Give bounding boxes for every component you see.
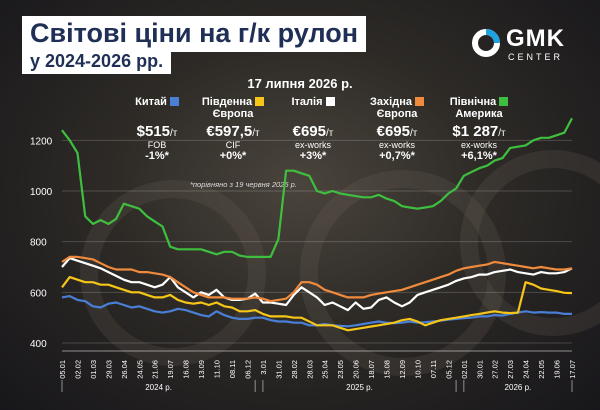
x-tick-label: 24.05 bbox=[135, 360, 144, 379]
legend-change: -1%* bbox=[145, 150, 169, 162]
legend-name-2: Європа bbox=[376, 108, 418, 120]
legend-swatch bbox=[169, 97, 179, 106]
x-tick-label: 3.01 bbox=[259, 360, 268, 375]
x-tick-label: 17.07 bbox=[568, 360, 577, 379]
y-tick-label: 1000 bbox=[30, 187, 53, 198]
x-tick-label: 30.01 bbox=[475, 360, 484, 379]
year-label: 2024 р. bbox=[145, 383, 172, 392]
legend-swatch bbox=[499, 97, 509, 106]
x-tick-label: 19.06 bbox=[553, 360, 562, 379]
x-tick-label: 05.01 bbox=[58, 360, 67, 379]
series-line-Італія bbox=[61, 257, 573, 312]
logo-name: GMK bbox=[506, 25, 565, 52]
legend-unit: /т bbox=[170, 128, 178, 139]
subtitle-box: у 2024-2026 рр. bbox=[22, 50, 172, 74]
x-tick-label: 18.07 bbox=[367, 360, 376, 379]
year-label: 2026 р. bbox=[505, 383, 532, 392]
chart-date: 17 липня 2026 р. bbox=[247, 76, 353, 91]
legend-item-west-europe: Західна Європа €695/т ex-works +0,7%* bbox=[352, 96, 442, 163]
legend-price: €695 bbox=[292, 123, 326, 140]
x-tick-label: 07.11 bbox=[429, 360, 438, 378]
x-tick-label: 27.02 bbox=[491, 360, 500, 379]
chart-subtitle: у 2024-2026 рр. bbox=[30, 51, 164, 71]
legend-name: Південна bbox=[201, 96, 253, 108]
x-tick-label: 20.06 bbox=[352, 360, 361, 379]
legend-swatch bbox=[255, 97, 265, 106]
legend-swatch bbox=[414, 97, 424, 106]
gmk-logo-icon bbox=[472, 29, 500, 57]
x-tick-label: 19.07 bbox=[166, 360, 175, 379]
series-line-Західна Європа bbox=[61, 255, 573, 303]
x-tick-label: 01.03 bbox=[89, 360, 98, 379]
legend-item-south-europe: Південна Європа €597,5/т CIF +0%* bbox=[188, 96, 278, 163]
gmk-logo: GMK CENTER bbox=[470, 25, 580, 65]
logo-sub: CENTER bbox=[508, 52, 564, 62]
y-tick-label: 600 bbox=[30, 288, 47, 299]
legend-name-2: Америка bbox=[455, 108, 503, 120]
x-tick-label: 15.08 bbox=[383, 360, 392, 379]
x-tick-label: 02.01 bbox=[460, 360, 469, 379]
legend-basis: CIF bbox=[225, 140, 241, 150]
legend-change: +0%* bbox=[219, 150, 247, 162]
legend-unit: /т bbox=[252, 128, 260, 139]
x-tick-label: 16.08 bbox=[182, 360, 191, 379]
x-tick-label: 11.10 bbox=[213, 360, 222, 378]
legend-name: Західна bbox=[370, 96, 412, 108]
x-tick-label: 13.09 bbox=[197, 360, 206, 379]
x-tick-label: 25.04 bbox=[321, 360, 330, 379]
x-tick-label: 24.04 bbox=[522, 360, 531, 379]
x-tick-label: 08.11 bbox=[228, 360, 237, 378]
legend-basis: FOB bbox=[147, 140, 167, 150]
series-line-Північна Америка bbox=[61, 117, 573, 258]
x-tick-label: 12.09 bbox=[398, 360, 407, 379]
legend-name: Італія bbox=[291, 96, 323, 108]
x-tick-label: 21.06 bbox=[151, 360, 160, 379]
title-box: Світові ціни на г/к рулон bbox=[22, 16, 367, 52]
legend-unit: /т bbox=[326, 128, 334, 139]
y-tick-label: 1200 bbox=[30, 136, 53, 147]
legend-unit: /т bbox=[410, 128, 418, 139]
chart-title: Світові ціни на г/к рулон bbox=[30, 18, 359, 48]
x-tick-label: 29.03 bbox=[104, 360, 113, 379]
x-tick-label: 10.10 bbox=[413, 360, 422, 379]
y-tick-label: 800 bbox=[30, 238, 47, 249]
x-tick-label: 06.12 bbox=[243, 360, 252, 379]
footnote: *порівняно з 19 червня 2025 р. bbox=[190, 180, 297, 189]
y-tick-label: 400 bbox=[30, 339, 47, 350]
legend-name-2: Європа bbox=[212, 108, 254, 120]
x-tick-label: 28.03 bbox=[305, 360, 314, 379]
x-tick-label: 28.02 bbox=[290, 360, 299, 379]
x-tick-label: 27.03 bbox=[506, 360, 515, 379]
legend-price: €597,5 bbox=[206, 123, 253, 140]
x-tick-label: 26.04 bbox=[120, 360, 129, 379]
legend-item-italy: Італія €695/т ex-works +3%* bbox=[268, 96, 358, 163]
legend-price: $515 bbox=[136, 123, 170, 140]
legend-name: Китай bbox=[135, 96, 167, 108]
legend-swatch bbox=[325, 97, 335, 106]
x-tick-label: 22.05 bbox=[537, 360, 546, 379]
legend-basis: ex-works bbox=[294, 140, 331, 150]
legend-basis: ex-works bbox=[460, 140, 497, 150]
x-tick-label: 05.12 bbox=[444, 360, 453, 379]
legend-name: Північна bbox=[449, 96, 497, 108]
x-tick-label: 23.05 bbox=[336, 360, 345, 379]
legend-price: €695 bbox=[376, 123, 410, 140]
legend-basis: ex-works bbox=[378, 140, 415, 150]
legend-change: +3%* bbox=[299, 150, 327, 162]
legend-price: $1 287 bbox=[452, 123, 499, 140]
legend-unit: /т bbox=[498, 128, 506, 139]
series-line-Південна Європа bbox=[61, 276, 573, 332]
legend-change: +0,7%* bbox=[379, 150, 415, 162]
legend-change: +6,1%* bbox=[461, 150, 497, 162]
legend-item-north-america: Північна Америка $1 287/т ex-works +6,1%… bbox=[434, 96, 524, 163]
x-tick-label: 31.01 bbox=[274, 360, 283, 379]
legend-item-china: Китай $515/т FOB -1%* bbox=[112, 96, 202, 163]
year-label: 2025 р. bbox=[346, 383, 373, 392]
x-tick-label: 02.02 bbox=[73, 360, 82, 379]
